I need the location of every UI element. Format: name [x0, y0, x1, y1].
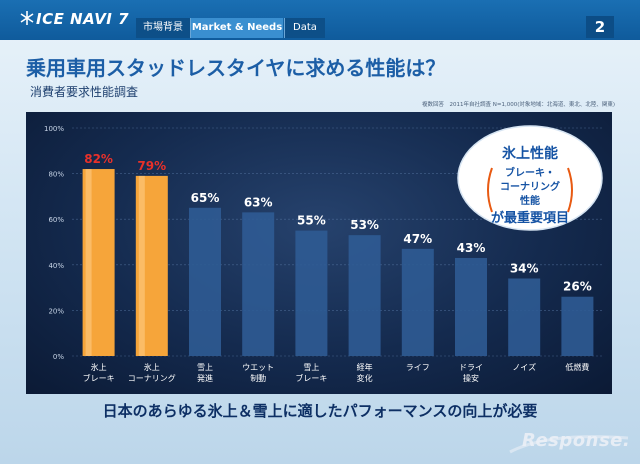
x-tick-label: 雪上 [197, 363, 213, 372]
x-tick-label: コーナリング [128, 373, 176, 383]
x-tick-label: 変化 [357, 373, 373, 383]
tab-market-needs[interactable]: Market & Needs [191, 18, 283, 38]
y-tick-label: 40% [48, 262, 64, 270]
data-label: 65% [191, 191, 220, 205]
x-tick-label: ライフ [406, 363, 430, 372]
tab-data[interactable]: Data [284, 18, 325, 38]
bar-chart: 0%20%40%60%80%100% 82%氷上ブレーキ79%氷上コーナリング6… [44, 125, 604, 383]
y-tick-label: 20% [48, 307, 64, 315]
callout-line-2: ブレーキ・ [505, 166, 555, 179]
chart-panel: 0% 20% 40% 60% 80% 100% 82% 氷上 ブレーキ 79% 氷上 コーナリング 6… [26, 112, 612, 394]
callout-line-5: が最重要項目 [491, 210, 569, 226]
bar [348, 235, 381, 356]
bar-highlight [138, 175, 145, 356]
bar [242, 212, 275, 356]
bottom-message: 日本のあらゆる氷上＆雪上に適したパフォーマンスの向上が必要 [102, 402, 538, 420]
data-label: 47% [403, 232, 432, 246]
data-label: 34% [510, 261, 539, 275]
x-tick-label: 経年 [357, 362, 373, 372]
response-watermark-swoosh [509, 435, 629, 454]
data-label: 53% [350, 218, 379, 232]
data-label: 26% [563, 280, 592, 294]
x-tick-label: 制動 [250, 373, 266, 383]
page-subtitle: 消費者要求性能調査 [30, 85, 139, 99]
tab-market-background[interactable]: 市場背景 [136, 18, 191, 38]
response-watermark: Response. [522, 430, 631, 451]
brand-logo: ICE NAVI 7 [36, 10, 130, 28]
data-label: 82% [84, 152, 113, 166]
snowflake-logo-icon [20, 11, 34, 25]
x-tick-label: ノイズ [512, 362, 536, 372]
bar [561, 296, 594, 356]
page-title: 乗用車用スタッドレスタイヤに求める性能は？ [26, 56, 446, 80]
bar [295, 230, 328, 356]
data-label: 55% [297, 214, 326, 228]
y-tick-label: 60% [48, 216, 64, 224]
source-note: 複数回答 2011年自社調査 N=1,000(対象地域：北海道、東北、北陸、関東… [422, 102, 616, 108]
x-tick-label: 雪上 [303, 363, 319, 372]
x-tick-label: 氷上 [91, 362, 107, 372]
y-tick-label: 0% [53, 353, 64, 361]
x-tick-label: 操安 [463, 373, 479, 383]
callout-line-3: コーナリング [500, 180, 560, 193]
y-tick-label: 80% [48, 171, 64, 179]
data-label: 63% [244, 195, 273, 209]
bar-highlight [85, 169, 92, 356]
page-number: 2 [586, 16, 614, 38]
callout-line-1: 氷上性能 [502, 145, 558, 162]
x-tick-label: 発進 [197, 374, 213, 383]
x-tick-label: ブレーキ [295, 373, 327, 383]
y-tick-label: 100% [44, 125, 64, 133]
callout-bubble: 氷上性能 ブレーキ・ コーナリング 性能 が最重要項目 [457, 125, 603, 231]
callout-line-4: 性能 [519, 194, 540, 207]
x-tick-label: 氷上 [144, 362, 160, 372]
x-tick-label: ドライ [459, 363, 483, 372]
bar [455, 257, 487, 356]
data-label: 79% [137, 159, 166, 173]
x-tick-label: 低燃費 [565, 362, 589, 372]
bar [189, 207, 221, 356]
x-tick-label: ブレーキ [83, 373, 115, 383]
bar [401, 248, 434, 356]
bar [508, 278, 541, 356]
data-label: 43% [457, 241, 486, 255]
x-tick-label: ウエット [242, 363, 274, 372]
